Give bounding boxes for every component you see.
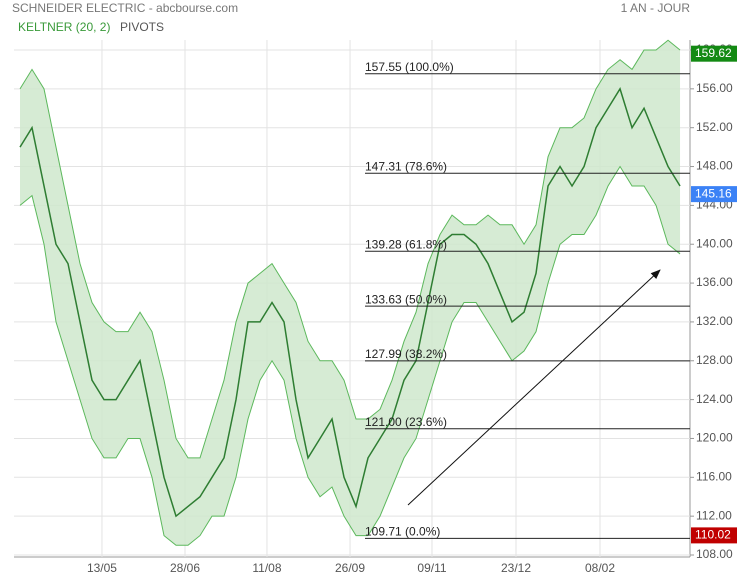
chart-title: SCHNEIDER ELECTRIC - abcbourse.com [12,1,238,15]
trend-arrow [407,269,661,506]
keltner-upper [19,39,681,459]
fib-label: 127.99 (38.2%) [365,347,447,361]
fib-label: 121.00 (23.6%) [365,415,447,429]
y-tick-label: 128.00 [696,353,733,367]
x-tick-label: 13/05 [87,561,117,575]
x-tick-label: 23/12 [501,561,531,575]
legend-item[interactable]: KELTNER (20, 2) [18,20,110,34]
price-tag [691,186,737,203]
x-tick-label: 08/02 [585,561,615,575]
price-tag-label: 159.62 [695,46,732,60]
y-tick-label: 132.00 [696,314,733,328]
price-tag [691,527,737,544]
y-tick-label: 120.00 [696,431,733,445]
period: 1 AN - JOUR [621,1,691,15]
x-tick-label: 26/09 [335,561,365,575]
y-tick-label: 108.00 [696,547,733,561]
price-tag-label: 110.02 [695,528,731,542]
keltner-lower [19,165,681,546]
y-tick-label: 124.00 [696,392,733,406]
x-tick-label: 11/08 [252,561,281,575]
x-tick-label: 28/06 [170,561,200,575]
y-tick-label: 136.00 [696,275,733,289]
x-tick-label: 09/11 [417,561,446,575]
y-tick-label: 156.00 [696,81,733,95]
fib-label: 109.71 (0.0%) [365,525,440,539]
y-tick-label: 140.00 [696,236,733,250]
fib-label: 133.63 (50.0%) [365,292,447,306]
keltner-band [20,40,681,546]
y-tick-label: 116.00 [696,469,732,483]
y-tick-label: 112.00 [696,508,732,522]
y-tick-label: 152.00 [696,120,733,134]
price-tag-label: 145.16 [695,186,732,200]
price-tag [691,45,737,62]
legend-item[interactable]: PIVOTS [120,20,164,34]
fib-label: 157.55 (100.0%) [365,60,454,74]
fib-label: 147.31 (78.6%) [365,159,447,173]
fib-label: 139.28 (61.8%) [365,237,447,251]
y-tick-label: 148.00 [696,159,733,173]
price-line [19,87,681,518]
